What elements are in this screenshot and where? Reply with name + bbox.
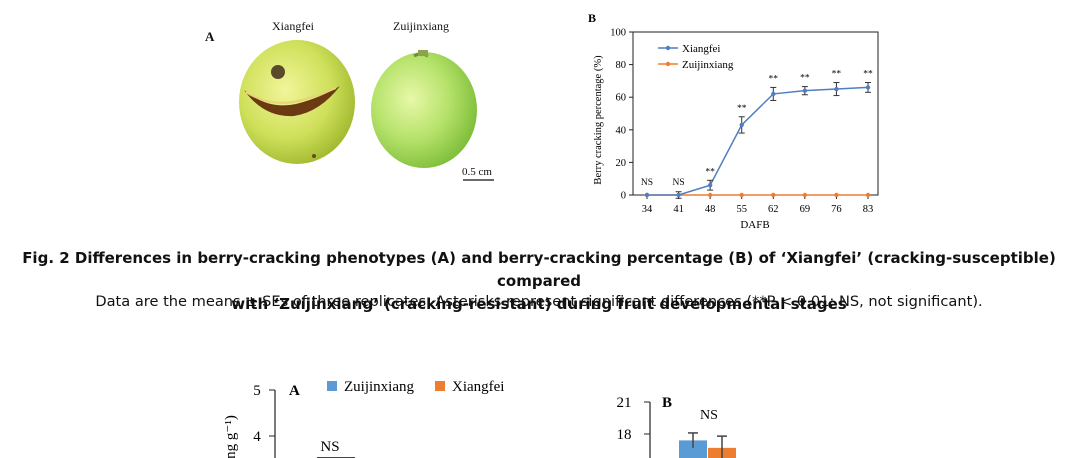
data-point bbox=[707, 192, 713, 198]
y-tick-label: 5 bbox=[253, 383, 261, 399]
series-line-xiangfei bbox=[647, 86, 869, 196]
chart-b-series bbox=[644, 82, 871, 199]
photo-label-xiangfei: Xiangfei bbox=[272, 19, 314, 33]
photo-panel-letter: A bbox=[205, 29, 215, 44]
cracked-berry-xiangfei bbox=[239, 40, 355, 164]
y-tick-label: 40 bbox=[616, 125, 627, 136]
x-tick-label: 34 bbox=[642, 204, 653, 215]
next-b-panel-letter: B bbox=[662, 395, 672, 411]
next-a-panel-letter: A bbox=[289, 383, 300, 399]
significance-label: ** bbox=[737, 104, 747, 114]
significance-label: ** bbox=[832, 70, 842, 80]
data-point bbox=[834, 86, 839, 92]
legend-marker bbox=[665, 61, 671, 67]
chart-b-panel-letter: B bbox=[588, 11, 596, 25]
data-point bbox=[739, 192, 744, 198]
data-point bbox=[802, 192, 808, 198]
next-a-annotation: NS bbox=[320, 439, 339, 455]
x-tick-label: 62 bbox=[768, 204, 779, 215]
significance-label: NS bbox=[672, 178, 684, 188]
chart-b-frame bbox=[632, 31, 879, 196]
data-point bbox=[676, 192, 681, 198]
chart-b-axes bbox=[632, 31, 879, 196]
legend-swatch bbox=[327, 381, 337, 391]
y-tick-label: 60 bbox=[616, 93, 627, 104]
data-point bbox=[771, 192, 776, 198]
data-point bbox=[644, 192, 650, 198]
legend-label-xiangfei: Xiangfei bbox=[452, 379, 504, 395]
chart-b-legend: Xiangfei Zuijinxiang bbox=[658, 43, 734, 71]
data-point bbox=[834, 192, 839, 198]
legend-label-zuijinxiang: Zuijinxiang bbox=[344, 379, 414, 395]
next-figure-panel-a: A 45 Zuijinxiang Xiangfei NS ng g⁻¹) bbox=[223, 379, 504, 458]
next-a-ylabel: ng g⁻¹) bbox=[223, 415, 239, 458]
figure-2-caption-title: Fig. 2 Differences in berry-cracking phe… bbox=[0, 247, 1078, 316]
y-tick-label: 4 bbox=[253, 429, 261, 445]
bar-zuijinxiang bbox=[679, 440, 707, 458]
berry-photo bbox=[239, 40, 494, 181]
x-tick-label: 76 bbox=[831, 204, 842, 215]
x-tick-label: 83 bbox=[863, 204, 874, 215]
next-b-bars bbox=[679, 432, 736, 458]
next-a-legend: Zuijinxiang Xiangfei bbox=[327, 379, 504, 395]
chart-b-xlabel: DAFB bbox=[740, 219, 769, 231]
legend-label-xiangfei: Xiangfei bbox=[682, 43, 720, 55]
figure-2-caption-note: Data are the means ± SEs of three replic… bbox=[95, 293, 983, 310]
legend-marker bbox=[665, 45, 671, 51]
y-tick-label: 20 bbox=[616, 158, 627, 169]
y-tick-label: 0 bbox=[621, 191, 626, 202]
caption-title-line-1: Fig. 2 Differences in berry-cracking phe… bbox=[22, 249, 1056, 290]
data-point bbox=[771, 91, 776, 97]
significance-label: ** bbox=[769, 74, 779, 84]
y-tick-label: 80 bbox=[616, 60, 627, 71]
photo-label-zuijinxiang: Zuijinxiang bbox=[393, 19, 449, 33]
next-b-annotation: NS bbox=[700, 408, 718, 423]
x-tick-label: 41 bbox=[673, 204, 684, 215]
cracking-percentage-chart: B 0 20 40 60 80 100 34 41 48 55 62 69 76 83 NS NS ** ** *… bbox=[588, 11, 879, 231]
scale-bar-label: 0.5 cm bbox=[462, 166, 492, 178]
y-tick-label: 21 bbox=[617, 395, 632, 411]
y-tick-label: 18 bbox=[617, 427, 632, 443]
x-tick-label: 55 bbox=[736, 204, 747, 215]
x-tick-label: 69 bbox=[800, 204, 811, 215]
y-tick-label: 100 bbox=[610, 28, 626, 39]
significance-label: ** bbox=[705, 167, 715, 177]
significance-label: ** bbox=[863, 70, 873, 80]
data-point bbox=[802, 88, 808, 93]
data-point bbox=[865, 192, 871, 198]
intact-berry-zuijinxiang bbox=[371, 50, 477, 168]
chart-b-ylabel: Berry cracking percentage (%) bbox=[593, 55, 604, 185]
data-point bbox=[739, 122, 744, 128]
x-tick-label: 48 bbox=[705, 204, 716, 215]
significance-label: ** bbox=[800, 74, 810, 84]
data-point bbox=[707, 183, 713, 188]
significance-label: NS bbox=[641, 178, 653, 188]
next-a-axes: 45 bbox=[253, 383, 355, 458]
legend-swatch bbox=[435, 381, 445, 391]
data-point bbox=[865, 85, 871, 90]
caption-title-line-2: with ‘Zuijinxiang’ (cracking-resistant) … bbox=[231, 295, 847, 313]
legend-label-zuijinxiang: Zuijinxiang bbox=[682, 59, 734, 71]
chart-b-annotations: NS NS ** ** ** ** ** ** bbox=[641, 70, 873, 189]
